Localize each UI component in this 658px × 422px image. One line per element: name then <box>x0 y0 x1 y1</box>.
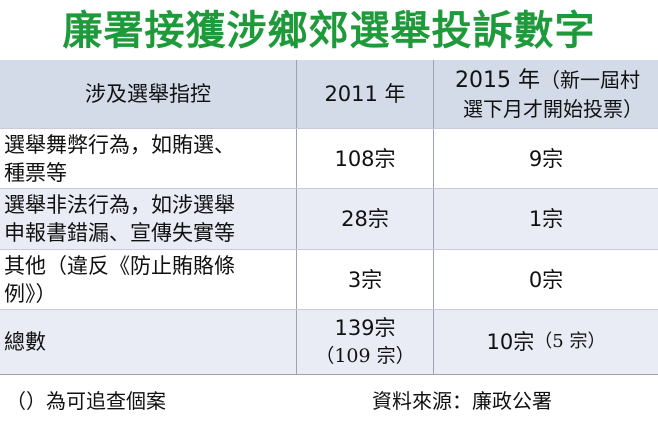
table-header-row: 涉及選舉指控 2011 年 2015 年（新一屆村 選下月才開始投票） <box>0 60 658 128</box>
row-value-2011: 108宗 <box>296 129 434 188</box>
row-value-2011-total: 139宗 （109 宗） <box>296 310 434 374</box>
header-year-2015: 2015 年（新一屆村 選下月才開始投票） <box>434 60 658 128</box>
header-year-2015-note-a: （新一屆村 <box>539 67 640 92</box>
row-value-2015-total: 10宗 （5 宗） <box>434 310 658 374</box>
footer-note: （）為可追查個案 <box>6 389 166 413</box>
row-value-2015: 0宗 <box>528 267 564 292</box>
header-category: 涉及選舉指控 <box>85 82 211 106</box>
row-value-2011: 3宗 <box>296 250 434 309</box>
total-2015-value: 10宗 <box>486 330 535 354</box>
table-row: 選舉非法行為，如涉選舉 申報書錯漏、宣傳失實等 28宗 1宗 <box>0 188 658 249</box>
footer: （）為可追查個案 資料來源：廉政公署 <box>0 384 658 418</box>
row-category-line1: 選舉舞弊行為，如賄選、 <box>4 132 235 157</box>
row-category-total: 總數 <box>4 330 46 354</box>
table-row: 其他（違反《防止賄賂條 例》） 3宗 0宗 <box>0 249 658 309</box>
row-category: 選舉舞弊行為，如賄選、 種票等 <box>0 129 296 188</box>
row-category-line2: 例》） <box>4 281 57 306</box>
table-row: 選舉舞弊行為，如賄選、 種票等 108宗 9宗 <box>0 128 658 188</box>
table-bottom-rule <box>0 374 658 375</box>
total-2011-value: 139宗 <box>334 316 396 340</box>
table-row-total: 總數 139宗 （109 宗） 10宗 （5 宗） <box>0 309 658 374</box>
row-category: 其他（違反《防止賄賂條 例》） <box>0 250 296 309</box>
footer-source: 資料來源：廉政公署 <box>372 389 552 413</box>
total-2015-note: （5 宗） <box>534 331 606 352</box>
header-year-2015-note-b: 選下月才開始投票） <box>463 96 643 121</box>
total-2011-note: （109 宗） <box>315 345 415 367</box>
header-year-2011: 2011 年 <box>296 60 434 128</box>
row-value-2015: 9宗 <box>528 146 564 171</box>
row-value-2011: 28宗 <box>296 189 434 249</box>
row-category: 選舉非法行為，如涉選舉 申報書錯漏、宣傳失實等 <box>0 189 296 249</box>
page-title: 廉署接獲涉鄉郊選舉投訴數字 <box>62 8 596 54</box>
row-category-line2: 種票等 <box>4 160 67 185</box>
row-category-line1: 選舉非法行為，如涉選舉 <box>4 193 235 217</box>
header-year-2015-label: 2015 年 <box>455 67 540 93</box>
row-category-line2: 申報書錯漏、宣傳失實等 <box>4 221 235 245</box>
row-value-2015: 1宗 <box>528 207 564 231</box>
row-category-line1: 其他（違反《防止賄賂條 <box>4 253 235 278</box>
